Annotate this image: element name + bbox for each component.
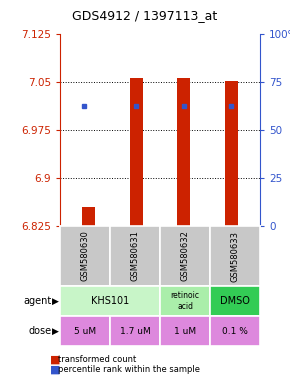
Text: GDS4912 / 1397113_at: GDS4912 / 1397113_at — [72, 10, 218, 23]
Text: ▶: ▶ — [52, 296, 59, 306]
Text: retinoic
acid: retinoic acid — [171, 291, 200, 311]
Text: 1 uM: 1 uM — [174, 326, 196, 336]
Bar — [130, 78, 143, 226]
Text: 1.7 uM: 1.7 uM — [119, 326, 151, 336]
Text: ▶: ▶ — [52, 326, 59, 336]
Text: DMSO: DMSO — [220, 296, 250, 306]
Bar — [225, 81, 238, 226]
Text: ■: ■ — [50, 365, 61, 375]
Text: GSM580630: GSM580630 — [81, 230, 90, 281]
Text: agent: agent — [23, 296, 51, 306]
Text: GSM580633: GSM580633 — [231, 230, 240, 281]
Text: 0.1 %: 0.1 % — [222, 326, 248, 336]
Text: transformed count: transformed count — [58, 356, 136, 364]
Text: percentile rank within the sample: percentile rank within the sample — [58, 366, 200, 374]
Text: GSM580632: GSM580632 — [180, 230, 189, 281]
Text: ■: ■ — [50, 355, 61, 365]
Text: GSM580631: GSM580631 — [130, 230, 139, 281]
Text: KHS101: KHS101 — [91, 296, 129, 306]
Text: 5 uM: 5 uM — [74, 326, 96, 336]
Text: dose: dose — [28, 326, 51, 336]
Bar — [177, 78, 191, 226]
Bar — [82, 207, 95, 226]
